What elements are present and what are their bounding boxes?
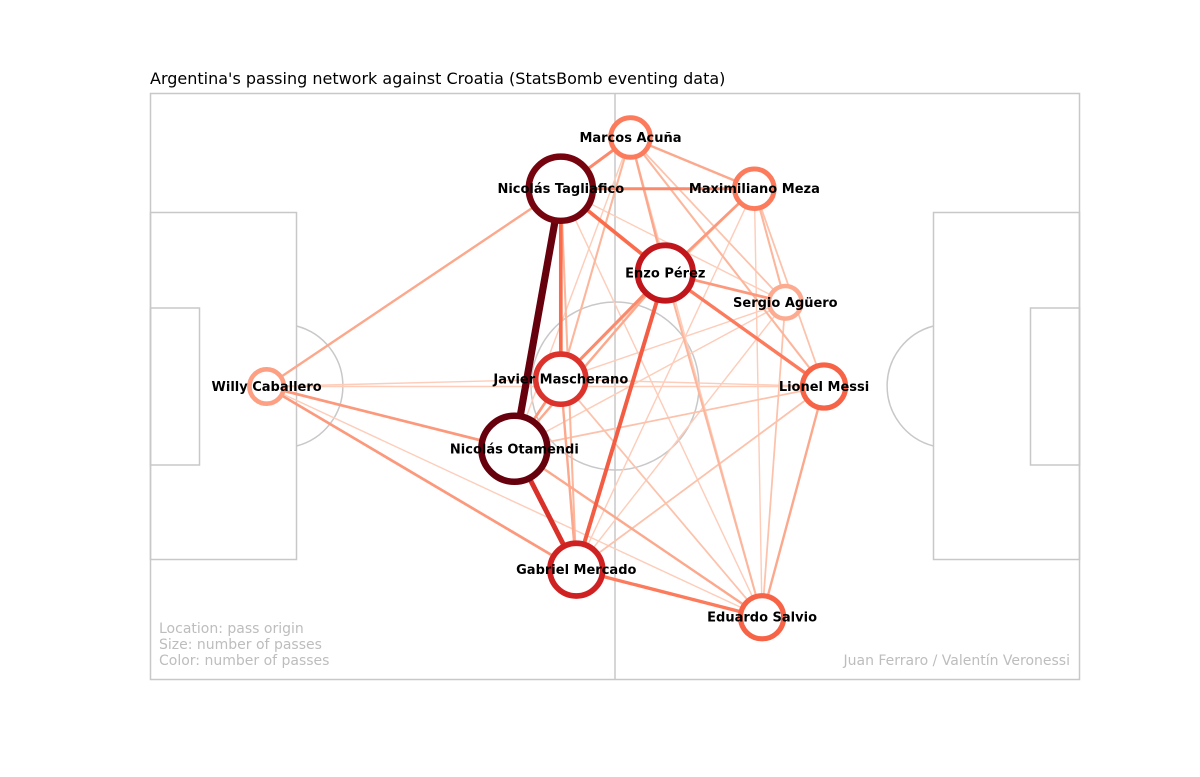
edge-willy-caballero-to-eduardo-salvio	[266, 385, 763, 618]
edge-willy-caballero-to-javier-mascherano	[266, 378, 561, 388]
label-nicolas-tagliafico: Nicolás Tagliafico	[497, 182, 624, 197]
player-labels: Marcos Acuña Nicolás Tagliafico Maximilian…	[212, 131, 870, 626]
label-sergio-aguero: Sergio Agüero	[733, 296, 838, 311]
label-marcos-acuna: Marcos Acuña	[579, 131, 681, 146]
credit-text: Juan Ferraro / Valentín Veronessi	[842, 653, 1070, 669]
edge-enzo-perez-to-nicolas-otamendi	[513, 272, 667, 450]
edge-gabriel-mercado-to-lionel-messi	[575, 385, 825, 571]
node-sergio-aguero	[766, 283, 804, 321]
label-javier-mascherano: Javier Mascherano	[492, 373, 628, 388]
node-eduardo-salvio	[737, 593, 787, 642]
edge-willy-caballero-to-nicolas-otamendi	[266, 385, 515, 451]
edge-enzo-perez-to-lionel-messi	[664, 271, 826, 388]
label-willy-caballero: Willy Caballero	[212, 380, 322, 395]
note-color: Color: number of passes	[159, 653, 329, 669]
label-lionel-messi: Lionel Messi	[779, 380, 869, 395]
right-penalty-arc	[886, 325, 934, 447]
player-nodes	[247, 115, 849, 642]
node-marcos-acuna	[608, 115, 653, 160]
node-maximiliano-meza	[732, 166, 777, 211]
node-willy-caballero	[247, 366, 287, 407]
node-nicolas-tagliafico	[525, 153, 597, 225]
node-enzo-perez	[634, 242, 696, 304]
edge-lionel-messi-to-eduardo-salvio	[760, 386, 826, 618]
edge-gabriel-mercado-to-eduardo-salvio	[575, 567, 763, 619]
label-gabriel-mercado: Gabriel Mercado	[516, 563, 636, 578]
edge-gabriel-mercado-to-maximiliano-meza	[575, 188, 756, 570]
label-enzo-perez: Enzo Pérez	[625, 266, 705, 281]
legend-notes: Location: pass origin Size: number of pa…	[159, 621, 1070, 669]
note-size: Size: number of passes	[159, 637, 322, 653]
right-six-yard-box	[1029, 307, 1081, 466]
edge-marcos-acuna-to-lionel-messi	[629, 136, 825, 388]
edge-javier-mascherano-to-eduardo-salvio	[560, 378, 763, 618]
edge-enzo-perez-to-eduardo-salvio	[664, 272, 764, 618]
node-nicolas-otamendi	[478, 412, 551, 486]
edge-javier-mascherano-to-lionel-messi	[560, 378, 825, 388]
label-maximiliano-meza: Maximiliano Meza	[689, 182, 820, 197]
edge-marcos-acuna-to-maximiliano-meza	[630, 136, 755, 190]
label-nicolas-otamendi: Nicolás Otamendi	[450, 442, 579, 457]
edge-maximiliano-meza-to-eduardo-salvio	[753, 188, 763, 618]
note-location: Location: pass origin	[159, 621, 304, 637]
edge-marcos-acuna-to-javier-mascherano	[559, 137, 632, 380]
edge-nicolas-tagliafico-to-nicolas-otamendi	[510, 188, 565, 450]
edge-javier-mascherano-to-sergio-aguero	[560, 301, 786, 380]
chart-title: Argentina's passing network against Croa…	[150, 69, 726, 88]
node-javier-mascherano	[532, 351, 589, 408]
label-eduardo-salvio: Eduardo Salvio	[707, 611, 817, 626]
node-lionel-messi	[799, 362, 849, 411]
right-penalty-area	[932, 211, 1081, 561]
edge-marcos-acuna-to-sergio-aguero	[629, 136, 786, 303]
node-gabriel-mercado	[547, 540, 606, 599]
edge-willy-caballero-to-nicolas-tagliafico	[265, 187, 562, 388]
left-six-yard-box	[149, 307, 201, 466]
edge-willy-caballero-to-gabriel-mercado	[265, 385, 577, 571]
edge-javier-mascherano-to-gabriel-mercado	[559, 379, 578, 570]
edge-nicolas-otamendi-to-eduardo-salvio	[513, 447, 763, 619]
edge-gabriel-mercado-to-sergio-aguero	[575, 301, 786, 571]
edge-enzo-perez-to-gabriel-mercado	[574, 272, 668, 571]
